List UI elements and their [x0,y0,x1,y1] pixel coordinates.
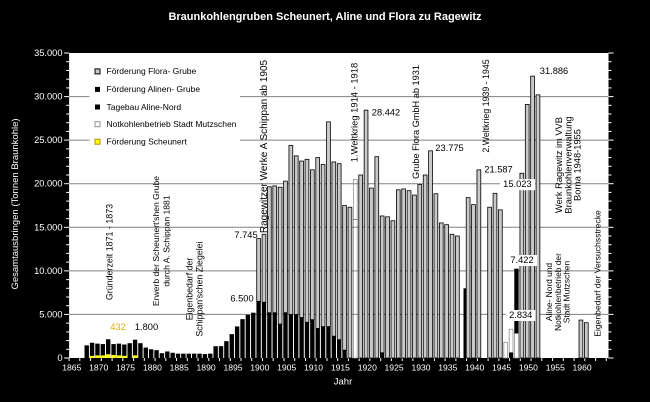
svg-text:Aline- Nord und: Aline- Nord und [544,263,554,322]
svg-text:1920: 1920 [358,362,377,372]
svg-text:1865: 1865 [62,362,81,372]
svg-text:Notkohlenbetrieb Stadt Mutzsch: Notkohlenbetrieb Stadt Mutzschen [107,119,237,129]
svg-text:6.500: 6.500 [230,293,253,303]
svg-text:Erwerb der Scheunert'shen Grub: Erwerb der Scheunert'shen Grube [151,176,161,306]
svg-text:1870: 1870 [89,362,108,372]
svg-text:1910: 1910 [304,362,323,372]
svg-text:31.886: 31.886 [540,66,568,76]
svg-text:15.023: 15.023 [503,179,531,189]
svg-text:1875: 1875 [116,362,135,372]
svg-text:Schippan'schen Ziegelei: Schippan'schen Ziegelei [195,241,205,336]
svg-text:1960: 1960 [573,362,592,372]
svg-text:Grube Flora GmbH ab 1931: Grube Flora GmbH ab 1931 [411,65,421,179]
svg-text:1905: 1905 [277,362,296,372]
svg-text:Gründerzeit 1871 - 1873: Gründerzeit 1871 - 1873 [104,204,114,300]
svg-text:durch A. Schippan 1881: durch A. Schippan 1881 [161,195,171,286]
svg-text:21.587: 21.587 [484,164,512,174]
svg-text:Förderung Alinen- Grube: Förderung Alinen- Grube [107,84,201,94]
svg-text:Tagebau Aline-Nord: Tagebau Aline-Nord [107,102,182,112]
svg-text:2.Weltkrieg 1939 - 1945: 2.Weltkrieg 1939 - 1945 [481,59,491,152]
svg-text:1915: 1915 [331,362,350,372]
svg-text:Notkohlenbetrieb der: Notkohlenbetrieb der [553,253,563,331]
svg-text:2.834: 2.834 [509,310,532,320]
svg-text:1945: 1945 [492,362,511,372]
svg-text:Eigenbedarf der: Eigenbedarf der [185,258,195,321]
svg-text:20.000: 20.000 [34,179,62,189]
svg-text:1890: 1890 [197,362,216,372]
svg-text:1950: 1950 [519,362,538,372]
svg-text:Förderung Scheunert: Förderung Scheunert [107,136,188,146]
svg-text:1880: 1880 [143,362,162,372]
svg-text:1930: 1930 [411,362,430,372]
svg-text:Borna 1948-1955: Borna 1948-1955 [572,129,582,201]
svg-text:1895: 1895 [223,362,242,372]
svg-text:Braunkohlengruben Scheunert, A: Braunkohlengruben Scheunert, Aline und F… [168,11,482,23]
svg-text:Jahr: Jahr [334,377,352,388]
svg-text:10.000: 10.000 [34,266,62,276]
svg-text:1935: 1935 [438,362,457,372]
svg-text:Stadt Mutzschen: Stadt Mutzschen [562,260,572,323]
svg-text:1.Weltkrieg 1914 - 1918: 1.Weltkrieg 1914 - 1918 [348,63,359,162]
svg-text:35.000: 35.000 [34,48,62,58]
svg-text:1955: 1955 [546,362,565,372]
svg-text:Ragewitzer Werke A Schippan ab: Ragewitzer Werke A Schippan ab 1905 [259,59,270,233]
svg-text:30.000: 30.000 [34,92,62,102]
svg-text:7.745: 7.745 [234,230,257,240]
svg-text:5.000: 5.000 [39,309,62,319]
svg-text:432: 432 [110,322,126,332]
svg-text:Eigenbedarf der Versuchsstreck: Eigenbedarf der Versuchsstrecke [592,210,602,337]
svg-text:1.800: 1.800 [135,322,158,332]
svg-text:28.442: 28.442 [372,107,400,117]
svg-text:1885: 1885 [170,362,189,372]
svg-text:0: 0 [57,353,62,363]
svg-text:1925: 1925 [385,362,404,372]
svg-text:15.000: 15.000 [34,222,62,232]
svg-text:1900: 1900 [250,362,269,372]
svg-text:23.775: 23.775 [435,143,463,153]
svg-text:Braunkohlenverwaltung: Braunkohlenverwaltung [563,116,573,213]
svg-text:Werk Ragewitz im VVB: Werk Ragewitz im VVB [554,117,564,213]
svg-text:1940: 1940 [465,362,484,372]
svg-text:Förderung Flora- Grube: Förderung Flora- Grube [107,66,197,76]
svg-text:7.422: 7.422 [510,255,533,265]
svg-text:Gesamtausbringen (Tonnen Braun: Gesamtausbringen (Tonnen Braunkohle) [10,118,21,289]
svg-text:25.000: 25.000 [34,135,62,145]
